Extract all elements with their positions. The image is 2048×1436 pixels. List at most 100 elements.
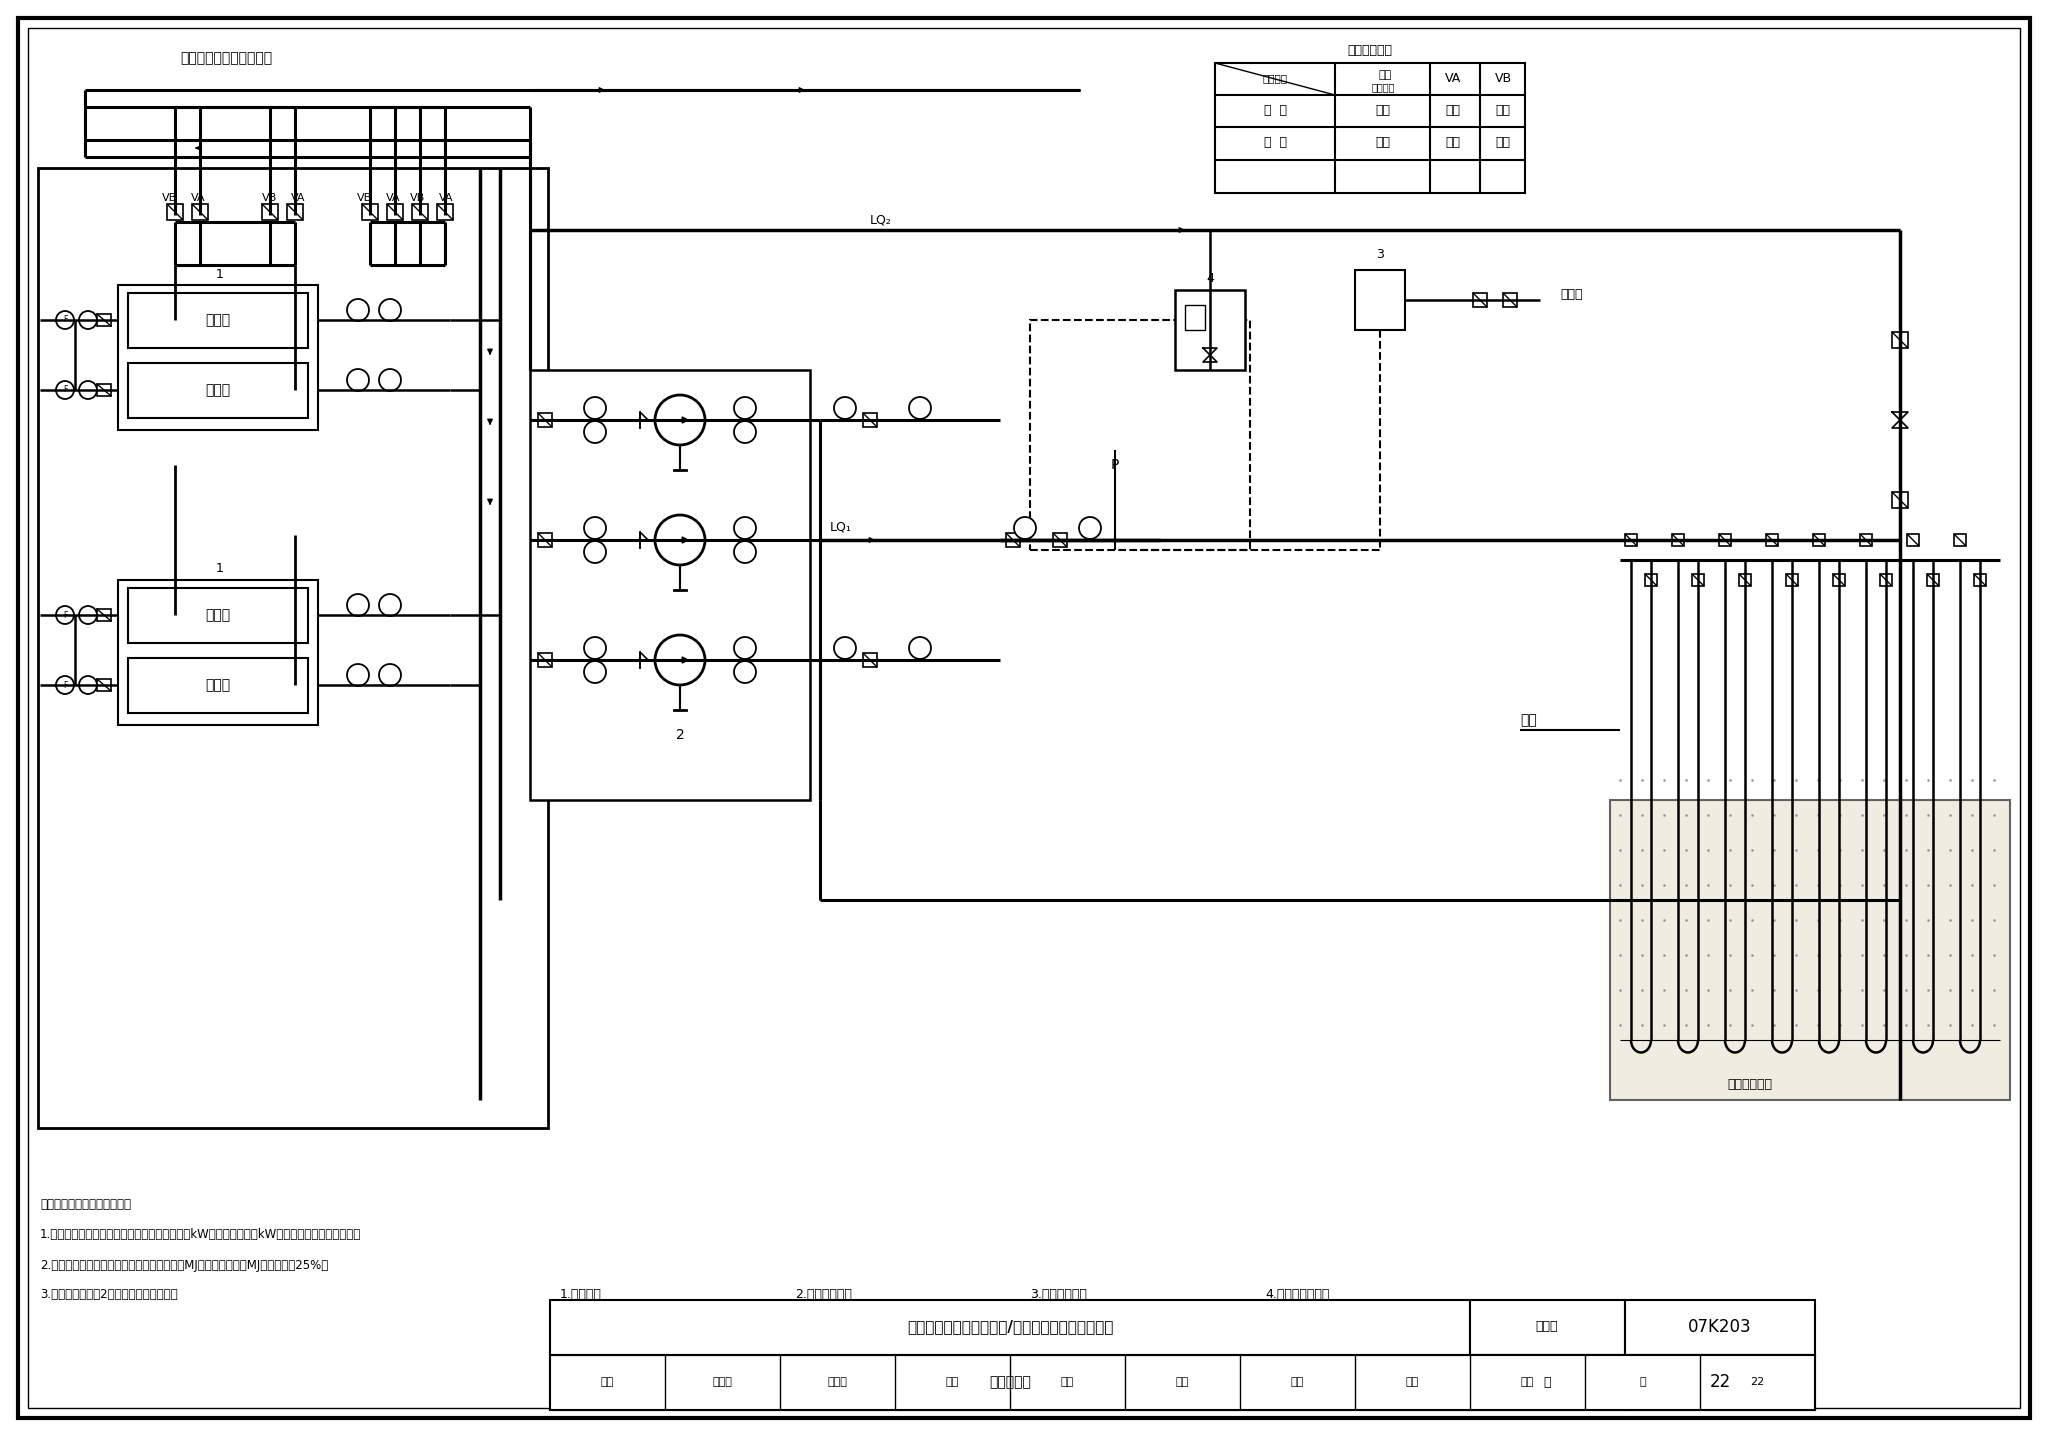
Text: 康清: 康清 — [1176, 1377, 1190, 1387]
Text: 工况名称: 工况名称 — [1262, 73, 1288, 83]
Text: VB: VB — [162, 192, 178, 202]
Bar — [1739, 574, 1751, 586]
Circle shape — [655, 516, 705, 564]
Text: 芦岩: 芦岩 — [1405, 1377, 1419, 1387]
Text: 4: 4 — [1206, 271, 1214, 284]
Text: 开启: 开启 — [1446, 103, 1460, 116]
Circle shape — [909, 396, 932, 419]
Bar — [862, 414, 877, 426]
Bar — [193, 204, 209, 220]
Bar — [551, 1300, 1470, 1410]
Circle shape — [55, 312, 74, 329]
Text: P: P — [1110, 458, 1118, 472]
Bar — [119, 580, 317, 725]
Circle shape — [55, 381, 74, 399]
Text: VB: VB — [356, 192, 373, 202]
Text: 伍小率: 伍小率 — [713, 1377, 733, 1387]
Bar — [1812, 534, 1825, 546]
Circle shape — [655, 635, 705, 685]
Text: 1.冷水机组: 1.冷水机组 — [559, 1288, 602, 1301]
Bar — [1645, 574, 1657, 586]
Bar — [1833, 574, 1845, 586]
Bar — [1765, 534, 1778, 546]
Text: 制  热: 制 热 — [1264, 136, 1286, 149]
Bar — [1907, 534, 1919, 546]
Circle shape — [584, 661, 606, 684]
Bar — [1053, 533, 1067, 547]
Text: VA: VA — [385, 192, 399, 202]
Circle shape — [584, 541, 606, 563]
Circle shape — [80, 381, 96, 399]
Text: 设计: 设计 — [1290, 1377, 1305, 1387]
Text: 22: 22 — [1751, 1377, 1765, 1387]
Text: 2.冷却水循环泵: 2.冷却水循环泵 — [795, 1288, 852, 1301]
Text: VB: VB — [410, 192, 426, 202]
Text: 地埋管换热器: 地埋管换热器 — [1729, 1078, 1772, 1091]
Text: 关闭: 关闭 — [1495, 103, 1511, 116]
Text: 制  冷: 制 冷 — [1264, 103, 1286, 116]
Text: 页: 页 — [1544, 1376, 1550, 1389]
Circle shape — [584, 517, 606, 538]
Circle shape — [55, 606, 74, 625]
Circle shape — [80, 606, 96, 625]
Bar — [1718, 534, 1731, 546]
Text: 4.自动水处理装置: 4.自动水处理装置 — [1266, 1288, 1329, 1301]
Text: 阀门状态: 阀门状态 — [1372, 82, 1395, 92]
Bar — [1860, 534, 1872, 546]
Text: 07K203: 07K203 — [1688, 1318, 1751, 1335]
Text: 冷凝器: 冷凝器 — [205, 383, 231, 396]
Bar — [1671, 534, 1683, 546]
Bar — [1927, 574, 1939, 586]
Bar — [1954, 534, 1966, 546]
Circle shape — [80, 312, 96, 329]
Circle shape — [733, 421, 756, 442]
Bar — [1356, 270, 1405, 330]
Bar — [551, 1356, 1815, 1410]
Bar — [530, 370, 811, 800]
Text: 开启: 开启 — [1376, 103, 1391, 116]
Bar — [127, 293, 307, 348]
Bar — [539, 414, 553, 426]
Text: 子发: 子发 — [1522, 1377, 1534, 1387]
Text: 2.埋管换热器在年周期内向土壤的总排热量（MJ）与总取热量（MJ）相差小于25%。: 2.埋管换热器在年周期内向土壤的总排热量（MJ）与总取热量（MJ）相差小于25%… — [41, 1258, 328, 1271]
Text: 22: 22 — [1710, 1373, 1731, 1391]
Text: F: F — [63, 385, 68, 395]
Text: F: F — [63, 316, 68, 325]
Text: VA: VA — [190, 192, 205, 202]
Circle shape — [584, 421, 606, 442]
Circle shape — [584, 638, 606, 659]
Text: 3: 3 — [1376, 248, 1384, 261]
Circle shape — [379, 369, 401, 391]
Text: F: F — [63, 610, 68, 619]
Circle shape — [379, 663, 401, 686]
Circle shape — [584, 396, 606, 419]
Bar — [127, 587, 307, 643]
Bar — [127, 658, 307, 714]
Text: 工况转换说明: 工况转换说明 — [1348, 43, 1393, 56]
Text: 校对: 校对 — [946, 1377, 958, 1387]
Text: 关闭: 关闭 — [1446, 136, 1460, 149]
Circle shape — [733, 541, 756, 563]
Bar — [96, 383, 111, 396]
Text: 地源: 地源 — [1520, 714, 1536, 727]
Circle shape — [1079, 517, 1102, 538]
Bar — [362, 204, 379, 220]
Text: 1: 1 — [215, 561, 223, 574]
Bar — [539, 653, 553, 666]
Bar — [127, 363, 307, 418]
Text: LQ₁: LQ₁ — [829, 520, 852, 534]
Text: VA: VA — [1446, 72, 1460, 85]
Text: 埋管式地源热泵空调冷却/热源水系统原理图（一）: 埋管式地源热泵空调冷却/热源水系统原理图（一） — [907, 1320, 1114, 1334]
Bar — [1624, 534, 1636, 546]
Text: 阀门: 阀门 — [1378, 70, 1393, 80]
Text: 2: 2 — [676, 728, 684, 742]
Bar — [1974, 574, 1987, 586]
Text: 康清: 康清 — [1061, 1377, 1073, 1387]
Circle shape — [733, 517, 756, 538]
Text: 冷凝器: 冷凝器 — [205, 678, 231, 692]
Text: LQ₂: LQ₂ — [870, 214, 891, 227]
Bar — [1624, 1356, 1815, 1410]
Circle shape — [80, 676, 96, 694]
Text: 注：本系统形式适用条件为：: 注：本系统形式适用条件为： — [41, 1199, 131, 1212]
Circle shape — [346, 663, 369, 686]
